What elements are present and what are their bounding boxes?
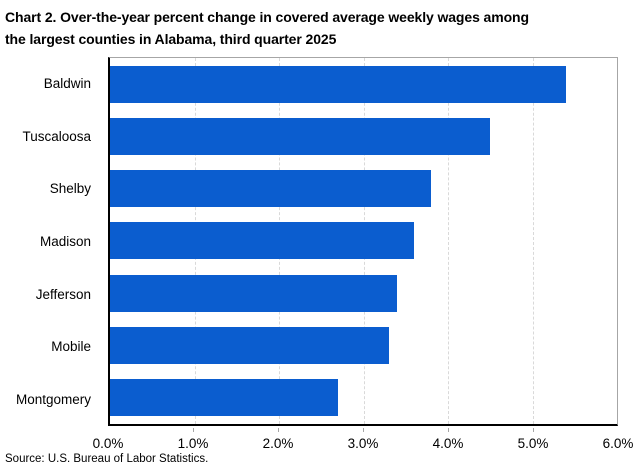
chart-title: Chart 2. Over-the-year percent change in… [5,6,637,50]
bar-row-baldwin [110,58,617,110]
x-tick-label: 1.0% [177,436,209,451]
gridline [532,58,534,424]
category-labels: Baldwin Tuscaloosa Shelby Madison Jefferson M… [0,57,100,426]
bar-baldwin [110,65,567,103]
x-tick-label: 5.0% [517,436,549,451]
x-tick-label: 4.0% [432,436,464,451]
category-label-mobile: Mobile [51,339,91,355]
bar-montgomery [110,379,339,417]
chart-title-line-1: Chart 2. Over-the-year percent change in… [5,9,529,25]
x-tick-mark [533,428,534,432]
x-tick-mark [363,428,364,432]
category-label-shelby: Shelby [49,181,91,197]
bar-row-shelby [110,163,617,215]
category-label-baldwin: Baldwin [43,75,91,91]
category-label-montgomery: Montgomery [15,392,91,408]
bar-row-montgomery [110,372,617,424]
bar-jefferson [110,274,398,312]
source-note: Source: U.S. Bureau of Labor Statistics. [5,453,209,465]
bar-row-jefferson [110,267,617,319]
gridline [448,58,449,424]
category-label-jefferson: Jefferson [35,286,91,302]
bar-row-tuscaloosa [110,110,617,162]
x-tick-label: 6.0% [602,436,634,451]
category-label-tuscaloosa: Tuscaloosa [22,128,91,144]
x-tick-mark [278,428,279,432]
bar-shelby [110,170,432,208]
x-tick-mark [193,428,194,432]
x-tick-label: 3.0% [347,436,379,451]
x-tick-mark [448,428,449,432]
bar-row-mobile [110,319,617,371]
chart-title-line-2: the largest counties in Alabama, third q… [5,31,337,47]
bar-tuscaloosa [110,117,491,155]
bar-mobile [110,327,389,365]
category-label-madison: Madison [39,234,91,250]
plot-area [108,57,618,426]
bar-row-madison [110,215,617,267]
x-axis-labels: 0.0% 1.0% 2.0% 3.0% 4.0% 5.0% 6.0% [93,436,634,452]
x-tick-label: 0.0% [92,436,124,451]
x-tick-label: 2.0% [262,436,294,451]
bar-madison [110,222,415,260]
x-axis-ticks [108,426,618,432]
